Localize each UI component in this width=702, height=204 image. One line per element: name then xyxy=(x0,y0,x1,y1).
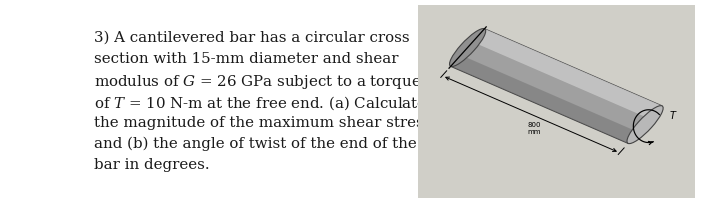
Text: modulus of $G$ = 26 GPa subject to a torque: modulus of $G$ = 26 GPa subject to a tor… xyxy=(94,73,422,91)
Text: and (b) the angle of twist of the end of the: and (b) the angle of twist of the end of… xyxy=(94,136,417,150)
Text: 800
mm: 800 mm xyxy=(527,121,541,134)
Text: the magnitude of the maximum shear stress: the magnitude of the maximum shear stres… xyxy=(94,115,432,129)
Polygon shape xyxy=(472,30,662,119)
Text: section with 15-mm diameter and shear: section with 15-mm diameter and shear xyxy=(94,52,399,66)
Ellipse shape xyxy=(449,29,486,67)
Text: 3) A cantilevered bar has a circular cross: 3) A cantilevered bar has a circular cro… xyxy=(94,31,410,45)
Ellipse shape xyxy=(627,106,663,144)
Text: $T$: $T$ xyxy=(668,109,677,120)
Polygon shape xyxy=(451,30,662,144)
Text: of $T$ = 10 N-m at the free end. (a) Calculate: of $T$ = 10 N-m at the free end. (a) Cal… xyxy=(94,94,428,112)
Text: bar in degrees.: bar in degrees. xyxy=(94,157,210,171)
Polygon shape xyxy=(451,56,638,144)
